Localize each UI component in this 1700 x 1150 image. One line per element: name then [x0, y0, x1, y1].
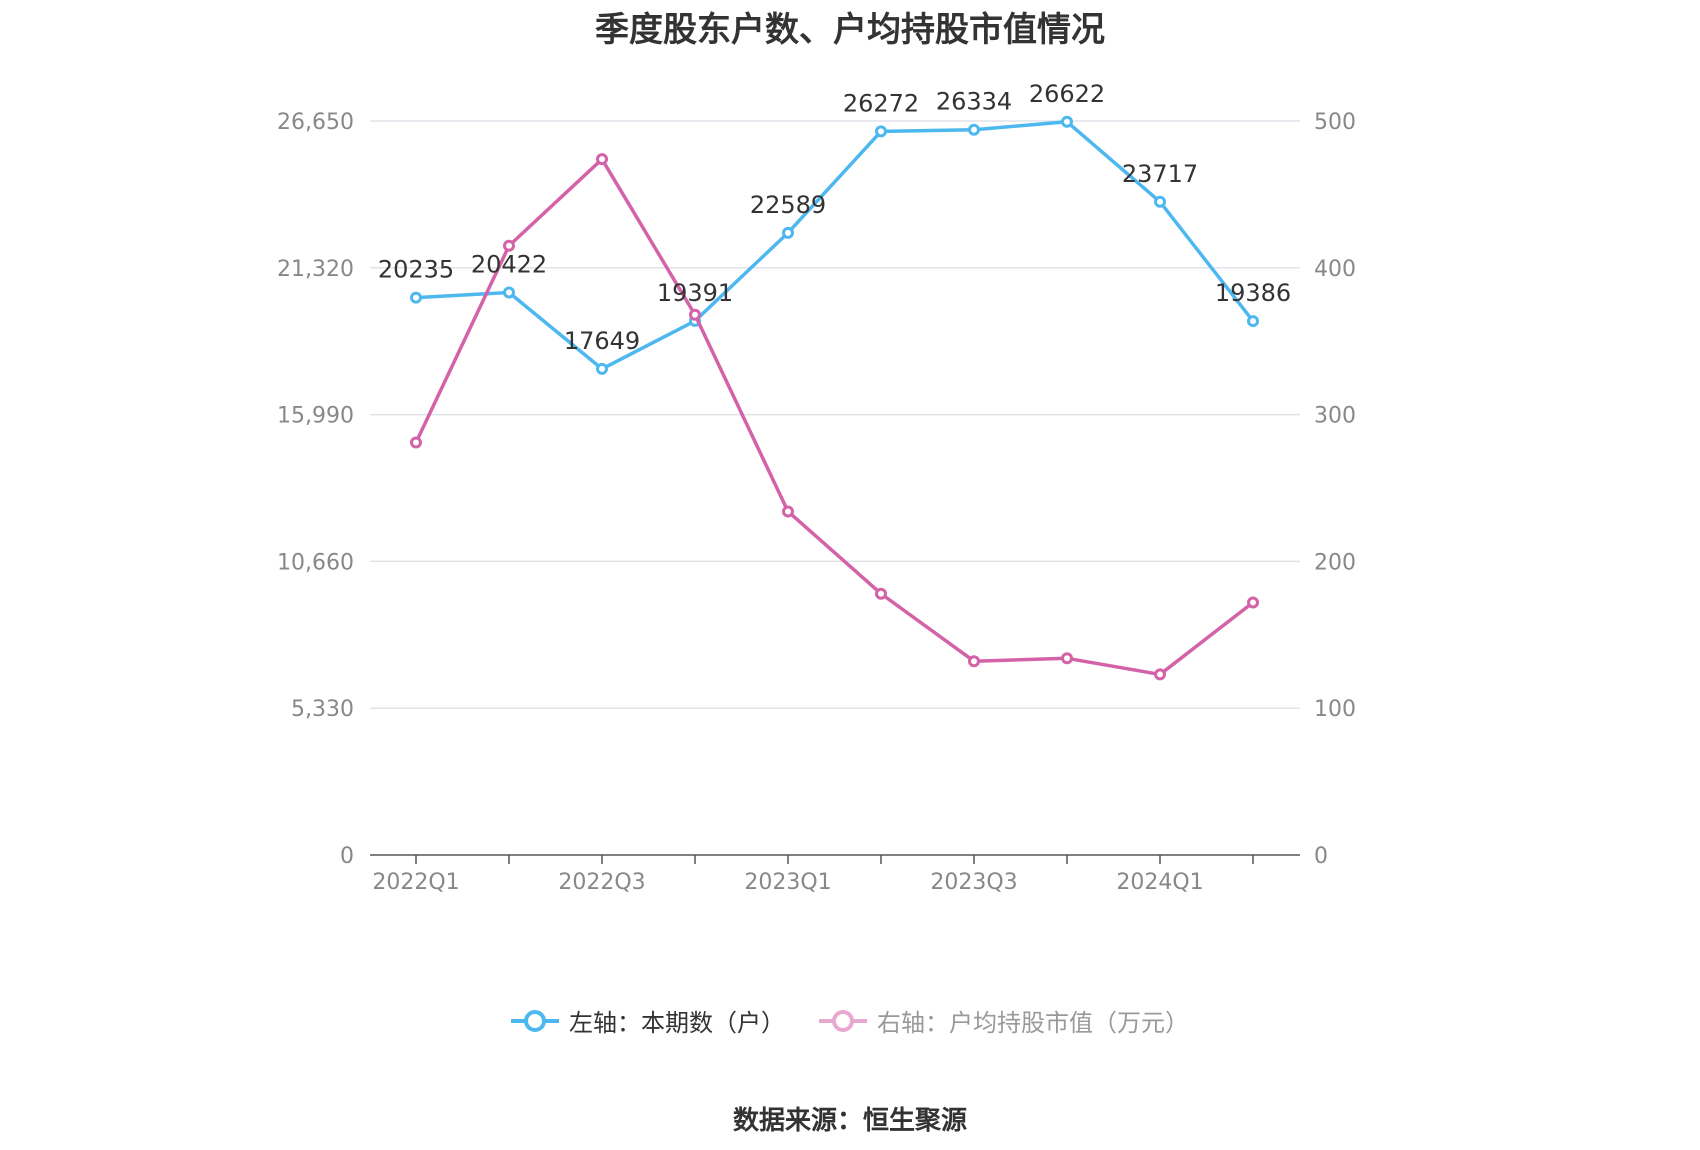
data-point-1[interactable]: [596, 153, 608, 166]
legend-label-households: 左轴：本期数（户）: [569, 1009, 785, 1037]
left-tick-label: 0: [340, 844, 354, 869]
data-point-1[interactable]: [503, 239, 515, 252]
axes: 0 5,330 10,660 15,990 21,320 26,650 0 100 200 300…: [277, 110, 1356, 895]
left-tick-label: 21,320: [277, 257, 354, 282]
legend-item-households[interactable]: 左轴：本期数（户）: [511, 1003, 785, 1038]
data-point-1[interactable]: [1154, 668, 1166, 681]
data-source: 数据来源：恒生聚源: [732, 1106, 967, 1136]
data-point-0[interactable]: [596, 362, 608, 375]
data-point-0[interactable]: [875, 125, 887, 138]
data-label: 17649: [564, 327, 640, 355]
right-tick-label: 500: [1314, 110, 1356, 135]
left-tick-label: 5,330: [291, 697, 354, 722]
data-point-0[interactable]: [410, 291, 422, 304]
data-point-1[interactable]: [1247, 596, 1259, 609]
grid-lines: [370, 120, 1300, 709]
data-label: 22589: [750, 191, 826, 219]
data-point-1[interactable]: [410, 436, 422, 449]
right-tick-label: 200: [1314, 550, 1356, 575]
x-tick-label: 2023Q3: [930, 870, 1017, 895]
data-label: 26334: [936, 88, 1012, 116]
right-tick-label: 100: [1314, 697, 1356, 722]
x-tick-label: 2022Q1: [372, 870, 459, 895]
right-tick-label: 300: [1314, 404, 1356, 429]
chart-title: 季度股东户数、户均持股市值情况: [595, 10, 1105, 50]
legend-marker-households-icon: [511, 1009, 559, 1032]
series-line-1: [414, 157, 1255, 677]
data-point-1[interactable]: [968, 655, 980, 668]
legend-label-avg-holding: 右轴：户均持股市值（万元）: [877, 1009, 1189, 1037]
legend-marker-avg-holding-icon: [819, 1009, 867, 1032]
legend-item-avg-holding[interactable]: 右轴：户均持股市值（万元）: [819, 1003, 1189, 1038]
series-line-0: [415, 120, 1255, 371]
left-tick-label: 15,990: [277, 404, 354, 429]
left-tick-label: 26,650: [277, 110, 354, 135]
legend: 左轴：本期数（户） 右轴：户均持股市值（万元）: [0, 1003, 1700, 1038]
data-label: 20422: [471, 251, 547, 279]
data-label: 20235: [378, 256, 454, 284]
data-point-1[interactable]: [875, 587, 887, 600]
data-point-0[interactable]: [1247, 315, 1259, 328]
right-tick-label: 400: [1314, 257, 1356, 282]
data-point-0[interactable]: [782, 226, 794, 239]
data-label: 19391: [657, 279, 733, 307]
data-label: 26272: [843, 89, 919, 117]
x-tick-label: 2022Q3: [558, 870, 645, 895]
series: [410, 115, 1259, 681]
data-point-0[interactable]: [968, 123, 980, 136]
data-label: 23717: [1122, 160, 1198, 188]
data-point-1[interactable]: [782, 505, 794, 518]
left-tick-label: 10,660: [277, 550, 354, 575]
x-tick-label: 2023Q1: [744, 870, 831, 895]
data-point-0[interactable]: [503, 286, 515, 299]
data-label: 26622: [1029, 80, 1105, 108]
data-labels: 20235 20422 17649 19391 22589 26272 26334 26622…: [378, 80, 1291, 355]
data-label: 19386: [1215, 279, 1291, 307]
data-point-0[interactable]: [1061, 115, 1073, 128]
right-tick-label: 0: [1314, 844, 1328, 869]
data-point-1[interactable]: [1061, 652, 1073, 665]
x-tick-label: 2024Q1: [1116, 870, 1203, 895]
data-point-0[interactable]: [1154, 195, 1166, 208]
data-point-1[interactable]: [689, 308, 701, 321]
